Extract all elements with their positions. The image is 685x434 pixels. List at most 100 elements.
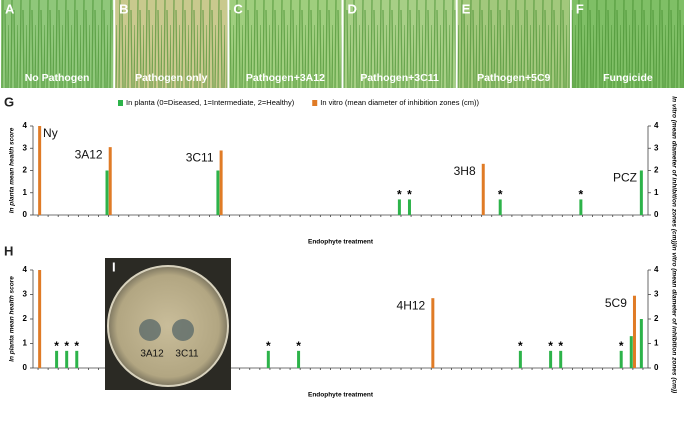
y-tick-label: 2 bbox=[23, 166, 28, 175]
photo-texture bbox=[457, 0, 570, 88]
colony bbox=[172, 319, 194, 341]
bar-annotation: 5C9 bbox=[605, 296, 627, 310]
y-tick-label: 4 bbox=[23, 265, 28, 274]
bar bbox=[219, 150, 223, 215]
bar bbox=[579, 199, 583, 215]
photo-letter: C bbox=[233, 1, 243, 16]
y-tick-label: 0 bbox=[23, 210, 28, 219]
y2-tick-label: 4 bbox=[654, 121, 659, 130]
x-axis-title: Endophyte treatment bbox=[308, 239, 374, 246]
significance-star: * bbox=[498, 188, 503, 202]
photo-letter: A bbox=[5, 1, 15, 16]
y2-tick-label: 1 bbox=[654, 188, 659, 197]
inset-label: 3C11 bbox=[175, 349, 199, 360]
significance-star: * bbox=[397, 188, 402, 202]
significance-star: * bbox=[407, 188, 412, 202]
photo-caption: No Pathogen bbox=[25, 72, 90, 84]
significance-star: * bbox=[579, 188, 584, 202]
photo-texture bbox=[571, 0, 684, 88]
bar bbox=[639, 170, 643, 215]
bar bbox=[397, 199, 401, 215]
photo-caption: Pathogen+5C9 bbox=[477, 72, 550, 84]
photo-caption: Pathogen+3C11 bbox=[360, 72, 439, 84]
bar bbox=[632, 295, 636, 368]
inset-label: 3A12 bbox=[140, 349, 164, 360]
y2-axis-title: In vitro (mean diameter of inhibition zo… bbox=[670, 96, 677, 244]
bar bbox=[38, 126, 42, 215]
bar bbox=[55, 350, 59, 368]
bar bbox=[38, 270, 42, 368]
y-tick-label: 2 bbox=[23, 314, 28, 323]
bar bbox=[518, 350, 522, 368]
significance-star: * bbox=[548, 339, 553, 353]
y2-tick-label: 3 bbox=[654, 143, 659, 152]
photo-texture bbox=[343, 0, 456, 88]
y2-tick-label: 2 bbox=[654, 166, 659, 175]
panel-letter: H bbox=[4, 243, 13, 258]
y2-axis-title: In vitro (mean diameter of inhibition zo… bbox=[670, 245, 677, 393]
inset-letter: I bbox=[112, 259, 116, 274]
photo-letter: E bbox=[462, 1, 471, 16]
bar-annotation: 4H12 bbox=[397, 298, 426, 312]
photo-texture bbox=[229, 0, 342, 88]
bar bbox=[629, 336, 633, 368]
photo-caption: Pathogen+3A12 bbox=[246, 72, 325, 84]
bar-annotation: Ny bbox=[43, 126, 58, 140]
significance-star: * bbox=[266, 339, 271, 353]
legend-label: In vitro (mean diameter of inhibition zo… bbox=[320, 98, 479, 107]
y2-tick-label: 2 bbox=[654, 314, 659, 323]
photo-letter: D bbox=[348, 1, 357, 16]
significance-star: * bbox=[558, 339, 563, 353]
y2-tick-label: 4 bbox=[654, 265, 659, 274]
bar bbox=[639, 319, 643, 368]
y2-tick-label: 0 bbox=[654, 210, 659, 219]
colony bbox=[139, 319, 161, 341]
bar bbox=[619, 350, 623, 368]
significance-star: * bbox=[64, 339, 69, 353]
bar-annotation: 3H8 bbox=[454, 164, 476, 178]
bar bbox=[431, 298, 435, 368]
x-axis-title: Endophyte treatment bbox=[308, 392, 374, 399]
y2-tick-label: 1 bbox=[654, 339, 659, 348]
photo-letter: F bbox=[576, 1, 584, 16]
y-tick-label: 1 bbox=[23, 339, 28, 348]
y-tick-label: 4 bbox=[23, 121, 28, 130]
photo-texture bbox=[1, 0, 114, 88]
significance-star: * bbox=[74, 339, 79, 353]
bar bbox=[297, 350, 301, 368]
bar bbox=[108, 147, 112, 215]
significance-star: * bbox=[518, 339, 523, 353]
significance-star: * bbox=[54, 339, 59, 353]
legend-label: In planta (0=Diseased, 1=Intermediate, 2… bbox=[126, 98, 295, 107]
y-tick-label: 1 bbox=[23, 188, 28, 197]
bar bbox=[266, 350, 270, 368]
legend-swatch bbox=[118, 100, 123, 106]
bar-annotation: PCZ bbox=[613, 171, 637, 185]
y-axis-title: In planta mean health score bbox=[9, 127, 16, 213]
y-tick-label: 3 bbox=[23, 290, 28, 299]
y-tick-label: 3 bbox=[23, 143, 28, 152]
bar bbox=[498, 199, 502, 215]
bar bbox=[105, 170, 109, 215]
bar bbox=[559, 350, 563, 368]
bar-annotation: 3C11 bbox=[186, 151, 214, 165]
bar bbox=[75, 350, 79, 368]
bar bbox=[216, 170, 220, 215]
panel-letter: G bbox=[4, 94, 14, 109]
significance-star: * bbox=[296, 339, 301, 353]
photo-caption: Pathogen only bbox=[135, 72, 207, 84]
y2-tick-label: 0 bbox=[654, 363, 659, 372]
bar bbox=[65, 350, 69, 368]
y2-tick-label: 3 bbox=[654, 290, 659, 299]
bar-annotation: 3A12 bbox=[75, 147, 103, 161]
significance-star: * bbox=[619, 339, 624, 353]
photo-caption: Fungicide bbox=[603, 72, 653, 84]
photo-texture bbox=[115, 0, 228, 88]
bar bbox=[481, 163, 485, 215]
petri-dish bbox=[107, 265, 229, 387]
bar bbox=[549, 350, 553, 368]
y-axis-title: In planta mean health score bbox=[9, 276, 16, 362]
legend-swatch bbox=[312, 100, 318, 106]
photo-letter: B bbox=[119, 1, 128, 16]
